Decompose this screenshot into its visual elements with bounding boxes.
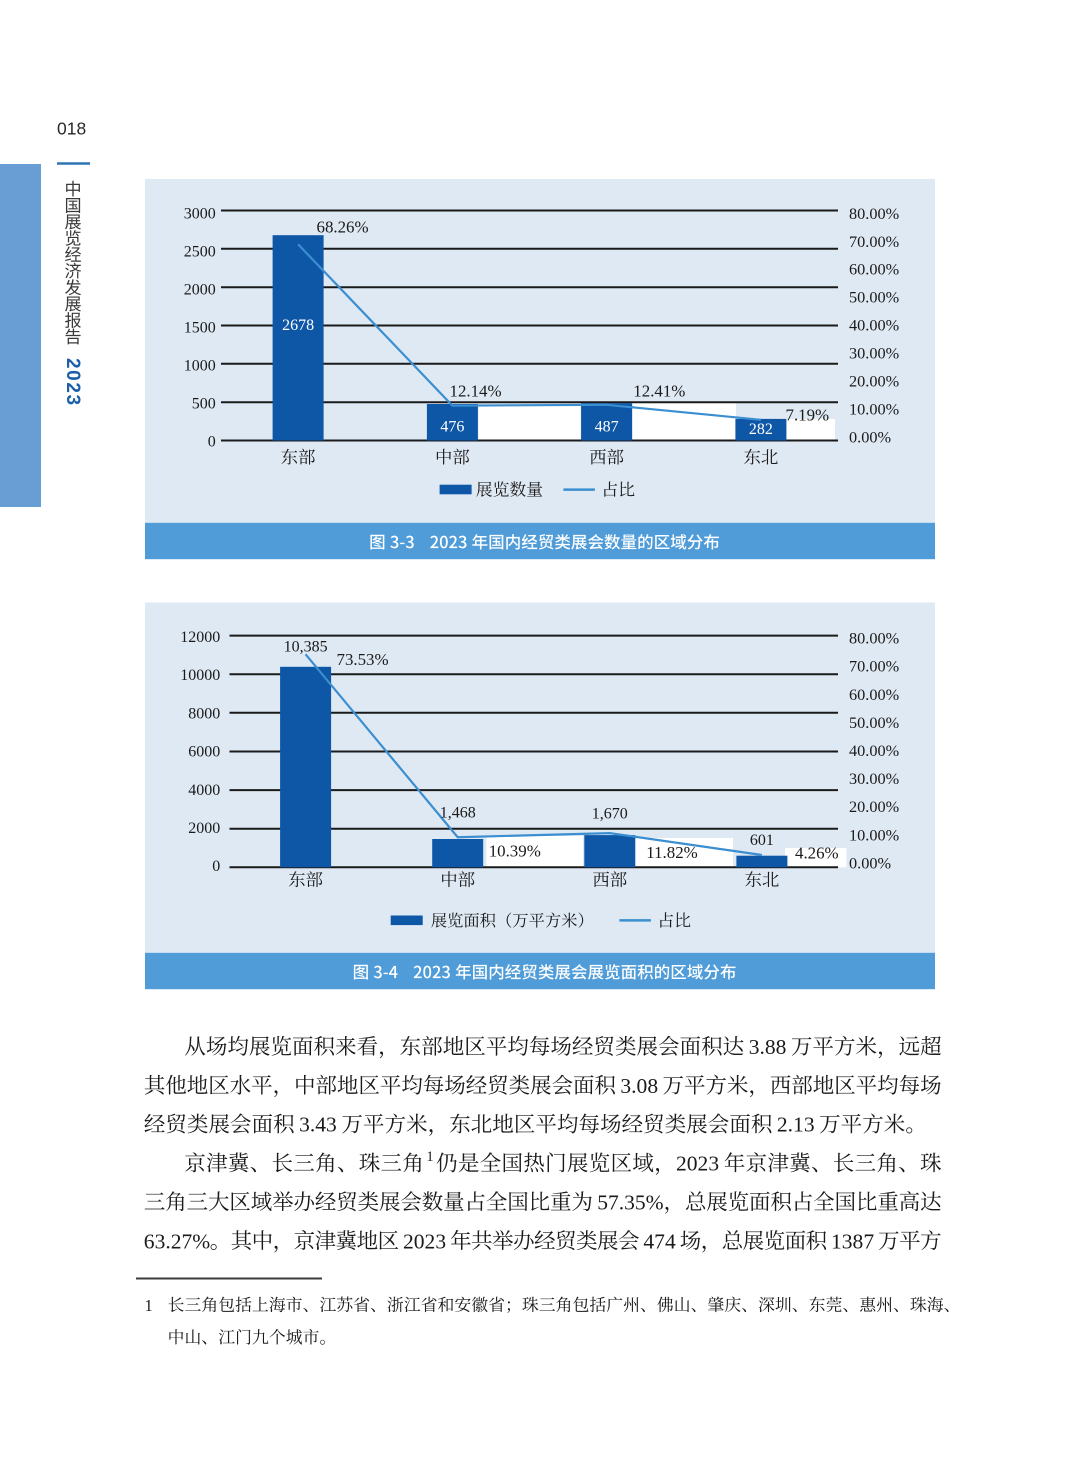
- svg-text:4.26%: 4.26%: [795, 843, 839, 862]
- svg-text:500: 500: [192, 395, 216, 412]
- svg-text:3000: 3000: [184, 205, 216, 222]
- svg-text:80.00%: 80.00%: [849, 629, 899, 648]
- svg-text:601: 601: [750, 832, 774, 849]
- svg-text:3.88: 3.88: [749, 1035, 787, 1059]
- svg-text:2000: 2000: [184, 281, 216, 298]
- svg-text:10.00%: 10.00%: [849, 825, 899, 844]
- svg-text:20.00%: 20.00%: [849, 372, 899, 391]
- svg-text:2.13: 2.13: [777, 1113, 815, 1137]
- svg-text:4000: 4000: [188, 782, 220, 799]
- svg-text:10000: 10000: [180, 667, 220, 684]
- svg-text:12.14%: 12.14%: [450, 381, 502, 400]
- svg-text:12000: 12000: [180, 629, 220, 646]
- svg-text:2023: 2023: [676, 1152, 719, 1176]
- svg-text:10,385: 10,385: [284, 639, 328, 656]
- svg-text:6000: 6000: [188, 744, 220, 761]
- svg-text:57.35%: 57.35%: [597, 1190, 663, 1214]
- svg-text:474: 474: [643, 1229, 676, 1253]
- svg-text:30.00%: 30.00%: [849, 769, 899, 788]
- svg-text:7.19%: 7.19%: [786, 405, 830, 424]
- svg-text:0.00%: 0.00%: [849, 853, 891, 872]
- svg-text:63.27%: 63.27%: [144, 1229, 210, 1253]
- svg-text:10.39%: 10.39%: [489, 841, 541, 860]
- svg-text:2023: 2023: [403, 1229, 446, 1253]
- svg-text:0.00%: 0.00%: [849, 427, 891, 446]
- svg-text:1: 1: [145, 1296, 153, 1315]
- svg-text:50.00%: 50.00%: [849, 288, 899, 307]
- svg-text:2500: 2500: [184, 243, 216, 260]
- svg-text:12.41%: 12.41%: [633, 381, 685, 400]
- svg-text:10.00%: 10.00%: [849, 400, 899, 419]
- svg-text:0: 0: [208, 433, 216, 450]
- svg-text:60.00%: 60.00%: [849, 260, 899, 279]
- svg-text:2023: 2023: [62, 358, 83, 407]
- svg-text:3.43: 3.43: [299, 1113, 337, 1137]
- svg-text:1: 1: [426, 1149, 433, 1165]
- svg-text:8000: 8000: [188, 705, 220, 722]
- svg-text:40.00%: 40.00%: [849, 316, 899, 335]
- svg-text:0: 0: [212, 858, 220, 875]
- svg-text:1000: 1000: [184, 357, 216, 374]
- svg-text:476: 476: [440, 419, 464, 436]
- svg-text:1500: 1500: [184, 319, 216, 336]
- svg-text:20.00%: 20.00%: [849, 797, 899, 816]
- svg-text:60.00%: 60.00%: [849, 685, 899, 704]
- svg-text:30.00%: 30.00%: [849, 344, 899, 363]
- svg-text:68.26%: 68.26%: [317, 218, 369, 237]
- svg-text:80.00%: 80.00%: [849, 204, 899, 223]
- svg-text:40.00%: 40.00%: [849, 741, 899, 760]
- svg-text:70.00%: 70.00%: [849, 657, 899, 676]
- svg-text:1,468: 1,468: [440, 805, 476, 822]
- svg-text:487: 487: [595, 419, 619, 436]
- svg-text:2000: 2000: [188, 820, 220, 837]
- svg-text:1387: 1387: [831, 1229, 874, 1253]
- svg-text:73.53%: 73.53%: [337, 650, 389, 669]
- svg-text:2678: 2678: [282, 317, 314, 334]
- svg-text:018: 018: [57, 119, 86, 139]
- svg-text:11.82%: 11.82%: [646, 843, 697, 862]
- svg-text:50.00%: 50.00%: [849, 713, 899, 732]
- svg-text:70.00%: 70.00%: [849, 232, 899, 251]
- svg-text:282: 282: [749, 421, 773, 438]
- svg-text:3.08: 3.08: [620, 1074, 658, 1098]
- svg-text:1,670: 1,670: [592, 806, 628, 823]
